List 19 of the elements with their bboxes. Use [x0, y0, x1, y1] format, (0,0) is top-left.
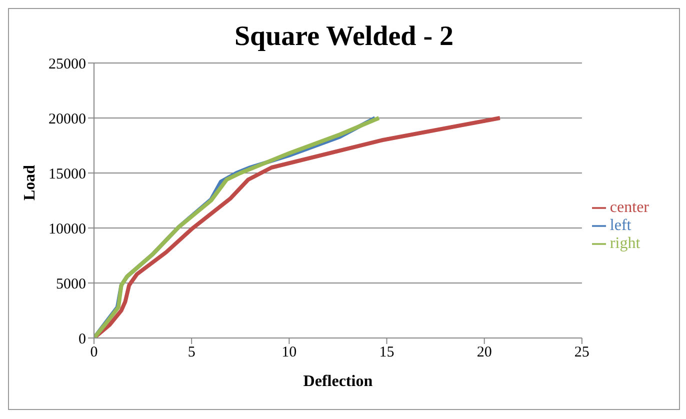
y-tick-label: 5000: [56, 276, 86, 292]
y-tick-label: 15000: [48, 166, 86, 182]
x-tick-label: 10: [282, 344, 297, 361]
y-axis-title: Load: [22, 164, 39, 200]
line-series: [94, 116, 502, 338]
y-tick-label: 0: [78, 331, 86, 348]
y-tick-label: 25000: [48, 56, 86, 72]
x-tick-label: 20: [476, 344, 492, 361]
x-tick-label: 0: [90, 344, 98, 361]
legend-label: center: [610, 198, 649, 216]
x-axis-title: Deflection: [303, 373, 373, 390]
legend-label: right: [610, 234, 640, 252]
x-tick-label: 25: [574, 344, 590, 361]
legend-label: left: [610, 216, 632, 234]
y-tick-label: 10000: [48, 221, 86, 238]
chart-title: Square Welded - 2: [233, 21, 455, 53]
x-tick-label: 5: [188, 344, 196, 361]
y-tick-label: 20000: [48, 111, 86, 128]
x-tick-label: 15: [379, 344, 394, 361]
